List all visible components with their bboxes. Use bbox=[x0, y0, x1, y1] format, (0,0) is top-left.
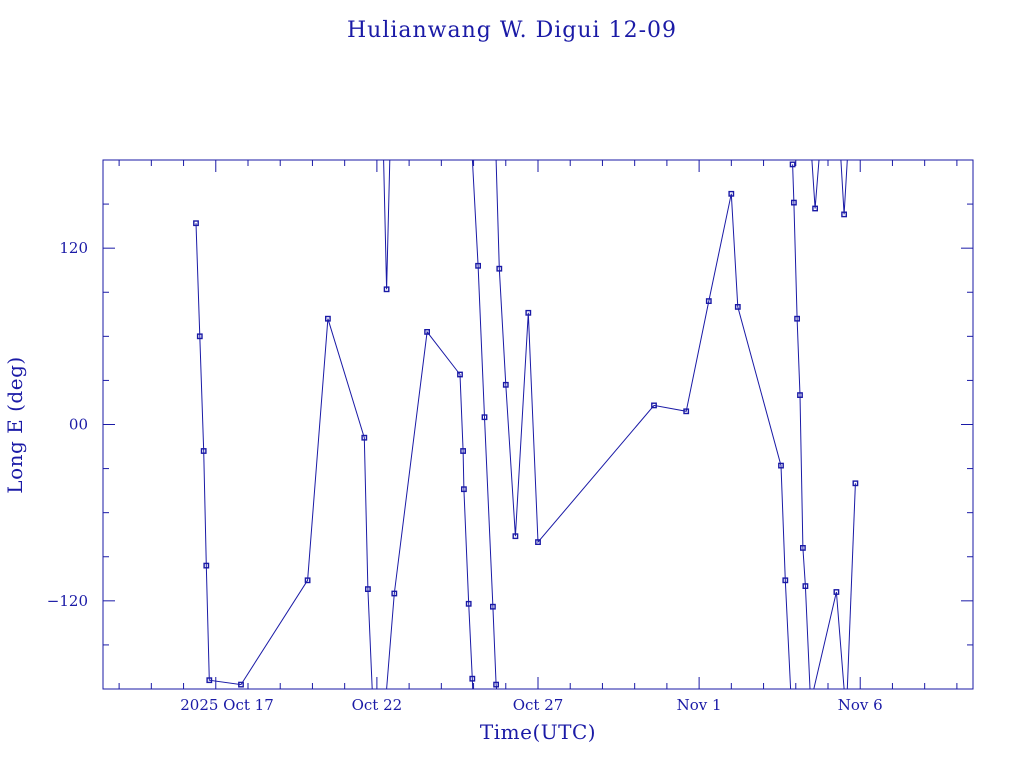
data-point bbox=[651, 402, 657, 409]
data-point bbox=[802, 583, 809, 590]
data-point bbox=[794, 315, 801, 322]
x-tick-label: Nov 6 bbox=[838, 696, 883, 714]
x-tick-label: Oct 22 bbox=[352, 696, 403, 714]
data-point bbox=[535, 539, 541, 546]
data-point bbox=[841, 211, 848, 218]
data-point bbox=[469, 675, 476, 682]
data-point bbox=[475, 262, 481, 269]
data-point bbox=[461, 486, 467, 493]
x-axis-ticks bbox=[118, 160, 958, 689]
series-line-segment bbox=[813, 591, 845, 689]
data-point bbox=[203, 562, 210, 569]
data-point bbox=[460, 448, 466, 454]
series-line-segment bbox=[840, 160, 848, 215]
data-point bbox=[683, 408, 690, 415]
data-point bbox=[728, 190, 735, 197]
data-point bbox=[734, 304, 741, 310]
data-point bbox=[512, 533, 519, 540]
data-point bbox=[391, 590, 398, 597]
data-point bbox=[833, 589, 840, 595]
data-point bbox=[789, 161, 796, 168]
data-point bbox=[812, 205, 819, 212]
series-line-segment bbox=[846, 483, 856, 689]
data-point bbox=[502, 381, 509, 388]
series-line-segment bbox=[792, 164, 814, 689]
data-point bbox=[465, 600, 472, 607]
data-point bbox=[361, 434, 368, 441]
data-point bbox=[525, 309, 532, 316]
data-point bbox=[778, 462, 784, 469]
x-tick-label: Nov 1 bbox=[677, 696, 722, 714]
y-tick-label: 00 bbox=[69, 416, 88, 434]
x-axis-label: Time(UTC) bbox=[480, 720, 596, 744]
chart-title: Hulianwang W. Digui 12-09 bbox=[347, 18, 677, 43]
data-point bbox=[365, 586, 371, 593]
data-point bbox=[705, 298, 712, 304]
data-point bbox=[193, 220, 199, 227]
data-point bbox=[493, 681, 499, 688]
data-point bbox=[200, 448, 207, 454]
data-point bbox=[383, 286, 390, 293]
y-tick-label: −120 bbox=[47, 592, 88, 610]
y-tick-label: 120 bbox=[59, 239, 88, 257]
data-point bbox=[325, 315, 331, 322]
y-axis-label: Long E (deg) bbox=[3, 356, 27, 493]
x-axis-tick-labels: 2025 Oct 17 Oct 22 Oct 27 Nov 1 Nov 6 bbox=[180, 696, 882, 714]
series-line-segment bbox=[495, 160, 792, 689]
y-axis-ticks bbox=[103, 159, 973, 690]
series-line-segment bbox=[383, 160, 391, 290]
data-point bbox=[496, 265, 503, 272]
data-point bbox=[791, 199, 797, 206]
x-tick-label: Oct 27 bbox=[513, 696, 564, 714]
series-line-segment bbox=[811, 160, 820, 209]
data-point bbox=[481, 414, 488, 421]
data-point bbox=[782, 577, 789, 584]
series-longitude bbox=[193, 160, 859, 689]
data-point bbox=[490, 603, 496, 610]
data-point bbox=[852, 480, 859, 487]
series-line-segment bbox=[471, 160, 498, 689]
data-point bbox=[238, 681, 244, 688]
y-axis-tick-labels: 120 00 −120 bbox=[47, 239, 88, 610]
series-0 bbox=[193, 160, 859, 689]
data-point bbox=[196, 333, 203, 340]
data-point bbox=[800, 545, 806, 551]
data-point bbox=[206, 677, 213, 684]
data-point bbox=[304, 577, 311, 584]
series-line-segment bbox=[195, 223, 373, 689]
data-point bbox=[797, 392, 803, 398]
x-tick-label: 2025 Oct 17 bbox=[180, 696, 274, 714]
series-line-segment bbox=[386, 330, 474, 689]
plot-frame bbox=[102, 159, 974, 690]
data-point bbox=[457, 371, 463, 378]
data-point bbox=[424, 329, 430, 335]
